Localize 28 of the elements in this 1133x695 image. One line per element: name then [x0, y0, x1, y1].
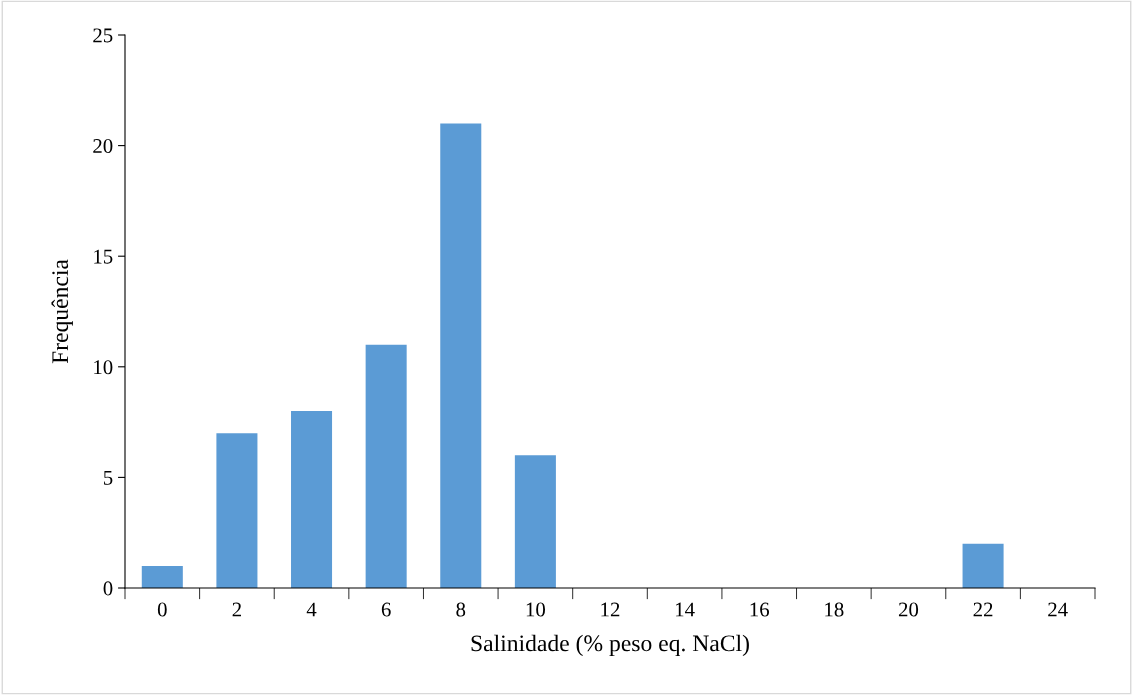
- x-tick-label: 12: [601, 602, 620, 617]
- bar: [514, 455, 556, 588]
- x-tick-label: 24: [1048, 602, 1068, 617]
- bar: [962, 543, 1004, 588]
- x-tick-label: 22: [973, 602, 993, 617]
- x-tick-label: 4: [306, 602, 317, 617]
- y-tick-label: 10: [94, 360, 113, 375]
- y-tick-label: 5: [103, 470, 113, 485]
- x-tick-label: 0: [157, 602, 167, 617]
- x-tick-label: 14: [676, 602, 695, 617]
- x-tick-label: 2: [232, 602, 241, 617]
- bar: [440, 123, 482, 588]
- y-axis-title: Frequência: [51, 259, 73, 364]
- x-axis-title: Salinidade (% peso eq. NaCl): [471, 634, 749, 657]
- x-tick-label: 16: [750, 602, 770, 617]
- x-tick-label: 20: [898, 602, 919, 617]
- x-tick-label: 6: [381, 602, 391, 617]
- y-tick-label: 25: [93, 28, 113, 43]
- y-tick-label: 15: [94, 249, 113, 264]
- x-tick-label: 10: [526, 602, 546, 617]
- bar: [365, 344, 407, 588]
- y-tick-label: 20: [93, 138, 113, 154]
- y-tick-label: 0: [103, 581, 113, 596]
- bar: [216, 433, 258, 588]
- bar: [141, 565, 183, 588]
- bar: [291, 411, 333, 588]
- x-tick-label: 8: [456, 602, 466, 617]
- x-tick-label: 18: [825, 602, 844, 617]
